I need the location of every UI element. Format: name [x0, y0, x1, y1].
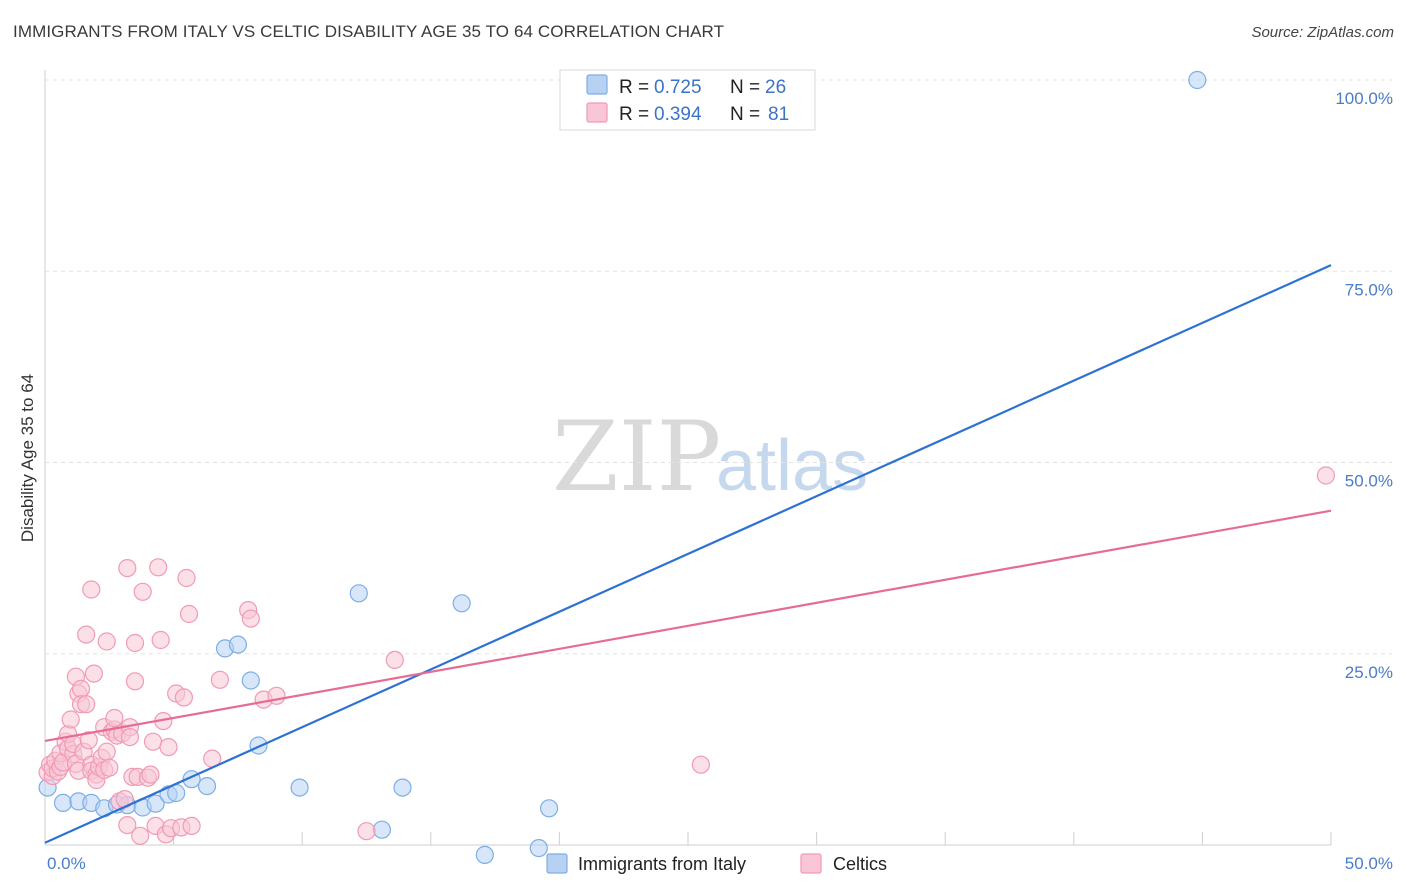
- legend-swatch-italy: [586, 74, 608, 95]
- celtics-point-70: [210, 670, 229, 689]
- celtics-point-45: [118, 815, 137, 835]
- italy-point-25: [1188, 70, 1207, 90]
- watermark-zip: ZIP: [552, 401, 721, 513]
- source-credit: Source: ZipAtlas.com: [1251, 24, 1394, 41]
- legend-n-value-celtics: 81: [768, 104, 789, 125]
- celtics-point-23: [77, 625, 96, 644]
- celtics-point-27: [82, 580, 101, 599]
- trend-lines: [44, 264, 1332, 844]
- celtics-point-58: [151, 630, 170, 650]
- legend-r-label-celtics: R =: [619, 104, 649, 125]
- celtics-point-79: [120, 727, 139, 747]
- bottom-legend-label-celtics: Celtics: [833, 854, 887, 874]
- celtics-point-76: [385, 650, 404, 670]
- celtics-point-37: [100, 758, 119, 777]
- legend-r-value-celtics: 0.394: [654, 104, 702, 125]
- y-tick-label-3: 25.0%: [1345, 663, 1393, 682]
- celtics-point-22: [77, 695, 96, 714]
- legend-n-value-italy: 26: [765, 77, 786, 98]
- celtics-point-78: [1316, 466, 1336, 485]
- celtics-point-35: [97, 742, 116, 761]
- celtics-point-28: [84, 664, 104, 683]
- celtics-point-52: [131, 826, 150, 845]
- legend-r-value-italy: 0.725: [654, 77, 702, 98]
- celtics-point-72: [241, 609, 260, 628]
- x-axis-ticks: [173, 832, 1332, 845]
- italy-point-18: [349, 584, 368, 603]
- celtics-point-80: [141, 765, 160, 784]
- italy-point-12: [197, 776, 217, 796]
- y-axis-title: Disability Age 35 to 64: [18, 374, 37, 542]
- italy-point-21: [452, 594, 471, 613]
- bottom-legend-swatch-italy: [546, 853, 568, 874]
- italy-point-14: [228, 635, 247, 654]
- y-tick-label-2: 50.0%: [1345, 472, 1393, 491]
- italy-point-8: [146, 794, 165, 813]
- celtics-point-65: [174, 688, 193, 707]
- y-tick-label-0: 100.0%: [1335, 89, 1393, 108]
- italy-point-17: [290, 778, 309, 797]
- italy-point-19: [372, 820, 391, 839]
- celtics-trend-line: [44, 509, 1332, 743]
- celtics-point-50: [125, 633, 145, 653]
- y-tick-labels: 100.0% 75.0% 50.0% 25.0%: [1335, 89, 1393, 682]
- celtics-point-67: [179, 604, 199, 624]
- legend-r-label-italy: R =: [619, 77, 649, 98]
- celtics-point-68: [182, 816, 201, 836]
- italy-trend-line: [44, 264, 1332, 844]
- italy-point-22: [475, 845, 494, 865]
- series-legend: Immigrants from Italy Celtics: [546, 853, 887, 874]
- celtics-point-66: [177, 568, 196, 588]
- celtics-point-19: [71, 679, 91, 699]
- celtics-point-75: [357, 822, 376, 841]
- italy-point-16: [249, 736, 268, 755]
- celtics-point-46: [118, 558, 137, 578]
- italy-point-1: [53, 793, 73, 813]
- legend-n-label-italy: N =: [730, 77, 760, 98]
- celtics-point-53: [133, 582, 152, 601]
- stats-legend: R = 0.725 N = 26 R = 0.394 N = 81: [559, 69, 816, 131]
- italy-point-20: [393, 778, 412, 797]
- italy-point-23: [529, 838, 548, 858]
- celtics-point-55: [143, 732, 163, 751]
- bottom-legend-label-italy: Immigrants from Italy: [578, 854, 746, 874]
- celtics-point-40: [105, 708, 124, 728]
- x-tick-label-0: 0.0%: [47, 854, 86, 873]
- celtics-point-49: [125, 672, 145, 691]
- celtics-point-61: [159, 737, 178, 757]
- data-points: [38, 70, 1336, 865]
- celtics-point-24: [79, 731, 98, 750]
- watermark-atlas: atlas: [716, 426, 868, 506]
- y-tick-label-1: 75.0%: [1345, 280, 1393, 299]
- x-tick-label-1: 50.0%: [1345, 854, 1393, 873]
- chart-title: IMMIGRANTS FROM ITALY VS CELTIC DISABILI…: [13, 22, 725, 41]
- celtics-point-36: [97, 632, 116, 651]
- x-tick-labels: 0.0% 50.0%: [47, 854, 1393, 873]
- bottom-legend-swatch-celtics: [800, 853, 822, 874]
- legend-n-label-celtics: N =: [730, 104, 760, 125]
- celtics-point-74: [267, 686, 286, 705]
- celtics-point-57: [149, 558, 168, 577]
- gridlines: [45, 79, 1392, 655]
- italy-point-15: [241, 671, 260, 690]
- celtics-point-12: [61, 710, 80, 729]
- legend-swatch-celtics: [586, 102, 608, 123]
- italy-point-24: [539, 799, 559, 818]
- celtics-point-77: [691, 755, 711, 774]
